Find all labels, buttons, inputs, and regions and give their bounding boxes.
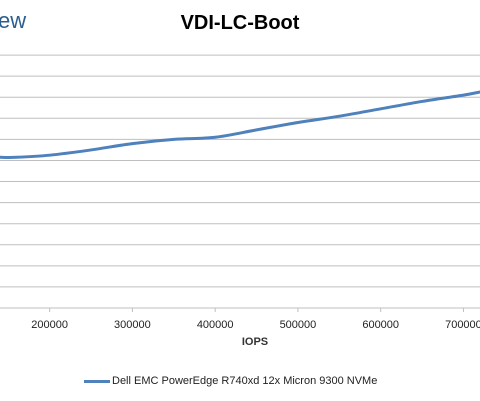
- x-tick-label: 400000: [197, 319, 234, 331]
- series-line: [0, 90, 480, 159]
- x-tick-label: 200000: [31, 319, 68, 331]
- x-axis-title: IOPS: [241, 336, 269, 348]
- x-tick-label: 600000: [362, 319, 399, 331]
- legend-swatch: [84, 379, 110, 383]
- logo-text: ew: [0, 8, 27, 33]
- legend-label: Dell EMC PowerEdge R740xd 12x Micron 930…: [112, 375, 378, 387]
- x-tick-label: 700000: [445, 319, 480, 331]
- x-tick-label: 300000: [114, 319, 151, 331]
- legend: Dell EMC PowerEdge R740xd 12x Micron 930…: [84, 374, 377, 388]
- x-tick-label: 500000: [280, 319, 317, 331]
- chart-title: VDI-LC-Boot: [180, 12, 300, 34]
